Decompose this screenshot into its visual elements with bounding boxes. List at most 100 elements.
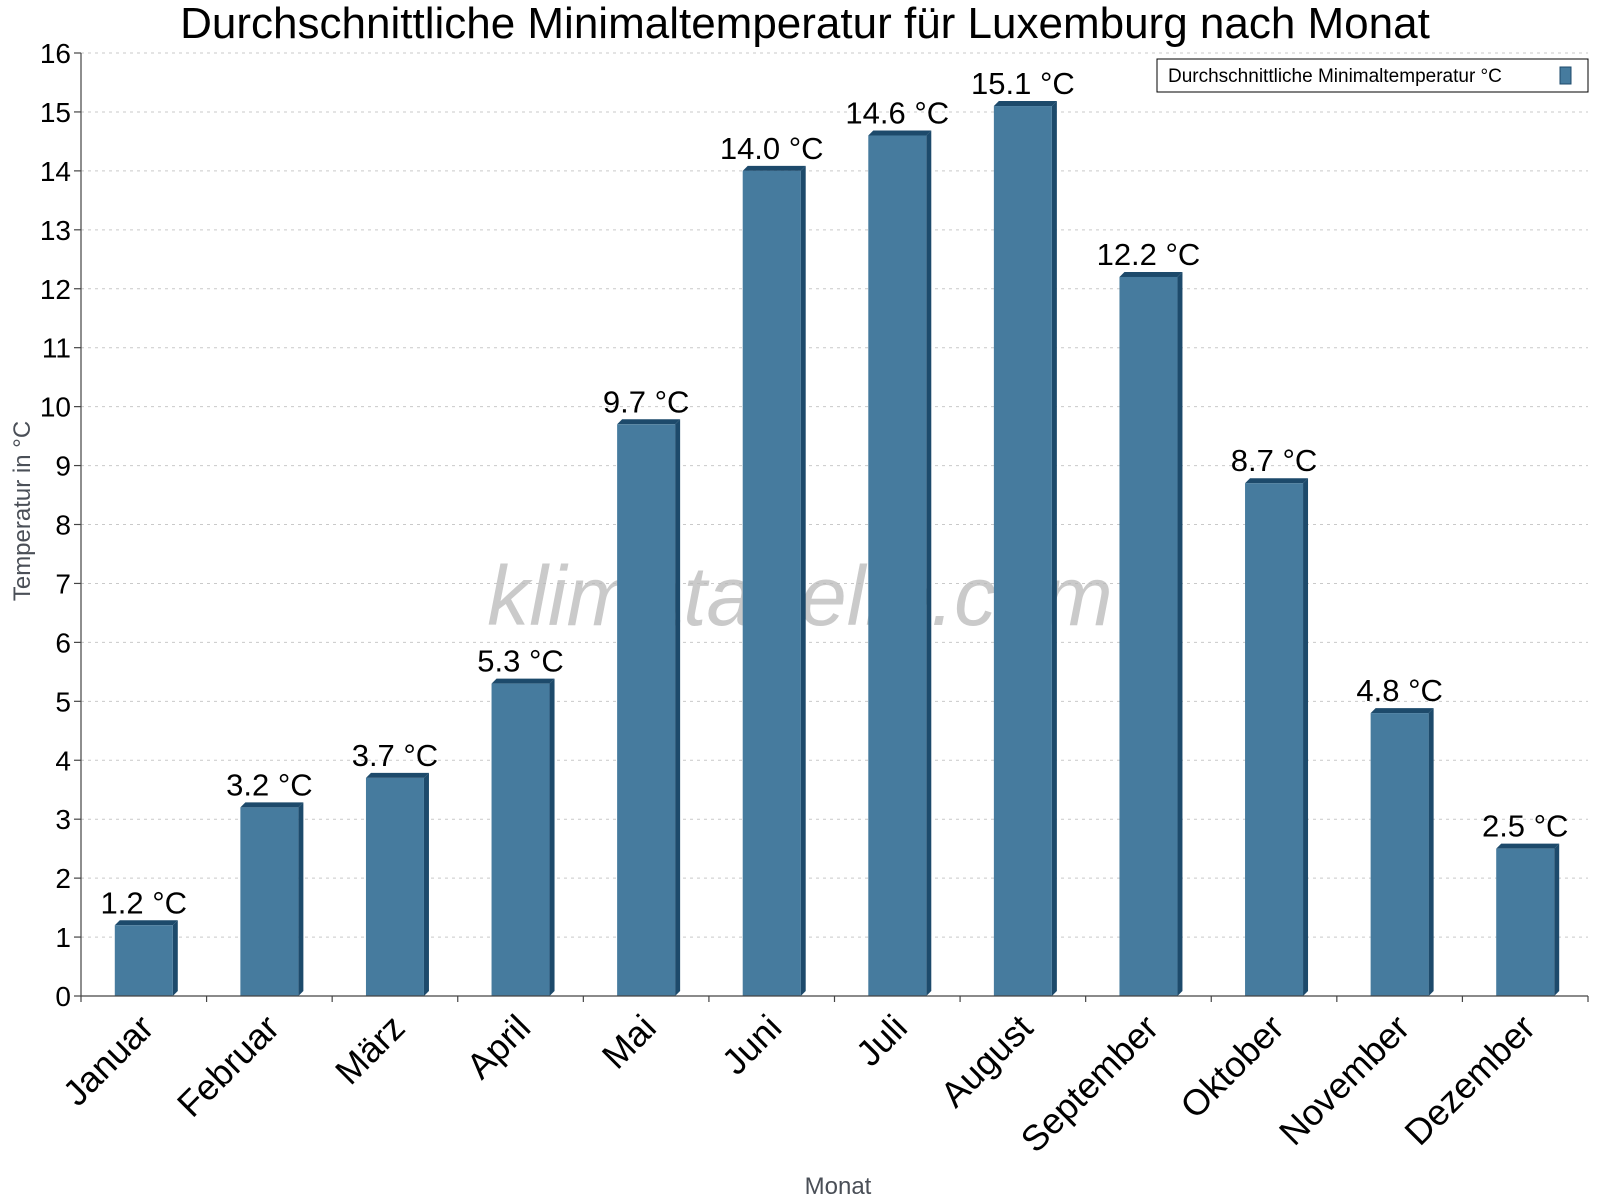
bar-top <box>617 419 681 425</box>
bar-side <box>298 802 304 996</box>
data-label: 8.7 °C <box>1231 443 1318 478</box>
y-tick-label: 15 <box>40 97 71 128</box>
data-label: 2.5 °C <box>1482 809 1569 844</box>
x-tick-label: September <box>1013 1007 1167 1161</box>
x-tick-label: Oktober <box>1172 1007 1292 1127</box>
bar <box>365 772 429 996</box>
bar-side <box>1177 271 1183 996</box>
y-tick-label: 2 <box>55 863 71 894</box>
bar-top <box>1496 843 1560 849</box>
grid-lines <box>81 52 1588 938</box>
bar-top <box>993 101 1057 107</box>
y-tick-label: 14 <box>40 156 71 187</box>
x-tick-label: April <box>458 1007 538 1087</box>
axes <box>74 52 1589 1002</box>
bar-front <box>365 777 424 996</box>
bar <box>491 678 555 996</box>
bar-front <box>1496 848 1555 996</box>
data-label: 14.0 °C <box>720 131 824 166</box>
legend: Durchschnittliche Minimaltemperatur °C <box>1156 58 1589 93</box>
bar-front <box>1245 483 1304 996</box>
x-tick-label: November <box>1271 1007 1417 1153</box>
data-label: 4.8 °C <box>1356 673 1443 708</box>
bar-side <box>1554 843 1560 996</box>
bar <box>1119 271 1183 996</box>
bar <box>240 802 304 996</box>
legend-swatch <box>1559 66 1572 85</box>
bar-side <box>1428 708 1434 996</box>
y-tick-label: 9 <box>55 451 71 482</box>
bar-side <box>172 920 178 996</box>
data-label: 12.2 °C <box>1097 237 1201 272</box>
y-axis-title: Temperatur in °C <box>9 421 36 601</box>
bar-top <box>868 130 932 136</box>
chart-title: Durchschnittliche Minimaltemperatur für … <box>180 0 1430 48</box>
bar-front <box>114 925 173 996</box>
x-axis-title: Monat <box>805 1173 872 1200</box>
x-tick-label: Juni <box>714 1007 790 1083</box>
bar <box>1245 478 1309 996</box>
y-tick-label: 4 <box>55 745 71 776</box>
bar-front <box>742 170 801 996</box>
x-tick-labels: Januar Februar März April Mai Juni Juli AugustS… <box>55 1007 1543 1161</box>
data-label: 3.7 °C <box>352 738 439 773</box>
y-tick-label: 0 <box>55 981 71 1012</box>
y-tick-label: 7 <box>55 568 71 599</box>
x-tick-label: Februar <box>169 1007 287 1125</box>
bar-side <box>926 130 932 996</box>
data-label: 9.7 °C <box>603 384 690 419</box>
bar <box>1496 843 1560 996</box>
bar-top <box>114 920 178 926</box>
bar <box>742 165 806 996</box>
bar-front <box>617 424 676 996</box>
data-label: 15.1 °C <box>971 66 1075 101</box>
bar-top <box>240 802 304 808</box>
y-tick-label: 11 <box>42 333 71 364</box>
bars <box>114 101 1560 996</box>
bar-front <box>1370 713 1429 996</box>
bar <box>993 101 1057 996</box>
bar-top <box>1119 271 1183 277</box>
bar-top <box>742 165 806 171</box>
bar-side <box>1051 101 1057 996</box>
x-tick-label: Juli <box>848 1007 915 1074</box>
bar-top <box>365 772 429 778</box>
data-label: 5.3 °C <box>477 644 564 679</box>
bar <box>617 419 681 996</box>
data-label: 1.2 °C <box>101 885 188 920</box>
legend-label: Durchschnittliche Minimaltemperatur °C <box>1168 66 1502 87</box>
bar-front <box>491 683 550 996</box>
x-tick-label: Januar <box>55 1007 162 1114</box>
data-label: 14.6 °C <box>845 96 949 131</box>
bar-front <box>1119 276 1178 996</box>
data-labels: 1.2 °C 3.2 °C 3.7 °C 5.3 °C 9.7 °C 14.0 °C 14.… <box>101 66 1569 920</box>
y-tick-label: 12 <box>40 274 71 305</box>
bar-top <box>1370 708 1434 714</box>
x-tick-label: Dezember <box>1396 1007 1542 1153</box>
y-tick-label: 1 <box>55 922 71 953</box>
bar-front <box>868 135 927 996</box>
bar-top <box>1245 478 1309 484</box>
bar <box>114 920 178 996</box>
y-tick-label: 8 <box>55 510 71 541</box>
bar-side <box>800 165 806 996</box>
x-tick-label: Mai <box>594 1007 664 1077</box>
bar-side <box>423 772 429 996</box>
legend-box <box>1156 58 1589 93</box>
bar-front <box>240 807 299 996</box>
y-tick-label: 3 <box>55 804 71 835</box>
bar-front <box>993 106 1052 996</box>
bar <box>868 130 932 996</box>
bar-side <box>1303 478 1309 996</box>
y-tick-label: 5 <box>55 686 71 717</box>
y-tick-label: 10 <box>40 392 71 423</box>
y-tick-label: 16 <box>40 38 71 69</box>
data-label: 3.2 °C <box>226 767 313 802</box>
y-tick-label: 13 <box>40 215 71 246</box>
x-tick-label: März <box>327 1007 413 1093</box>
bar-top <box>491 678 555 684</box>
x-tick-label: August <box>932 1007 1040 1115</box>
bar-side <box>675 419 681 996</box>
